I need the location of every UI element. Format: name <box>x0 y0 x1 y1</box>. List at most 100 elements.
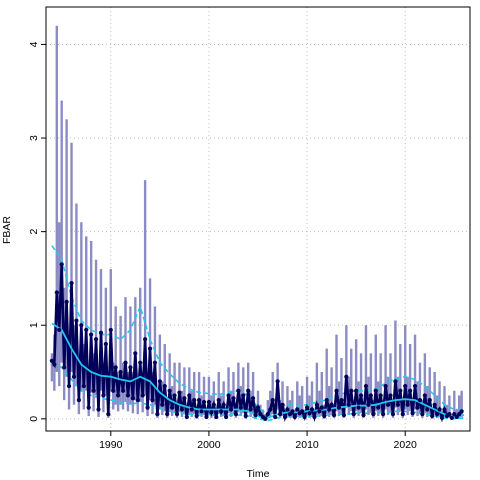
seasonal-point <box>452 412 457 417</box>
smooth-upper-line <box>51 245 465 416</box>
seasonal-point <box>250 396 256 401</box>
seasonal-point <box>59 262 64 267</box>
x-tick-label: 2020 <box>394 439 418 451</box>
seasonal-point <box>317 409 322 414</box>
seasonal-point <box>341 412 346 418</box>
seasonal-point <box>52 362 57 367</box>
seasonal-point <box>69 281 74 286</box>
confidence-band <box>50 25 463 419</box>
seasonal-point <box>224 414 229 420</box>
seasonal-point <box>221 402 226 407</box>
seasonal-point <box>400 412 405 417</box>
seasonal-point <box>349 388 354 393</box>
seasonal-point <box>236 388 241 393</box>
seasonal-point <box>118 369 123 375</box>
seasonal-point <box>300 409 305 414</box>
seasonal-point <box>79 323 84 328</box>
seasonal-point <box>167 388 172 393</box>
x-tick-label: 2000 <box>197 439 221 451</box>
seasonal-point <box>361 412 366 418</box>
seasonal-point <box>255 405 261 410</box>
seasonal-point <box>194 413 199 419</box>
seasonal-point <box>62 365 67 370</box>
seasonal-point <box>128 365 133 370</box>
seasonal-point <box>84 327 89 333</box>
seasonal-point <box>66 383 72 389</box>
seasonal-line <box>50 264 463 423</box>
seasonal-point <box>120 388 126 393</box>
seasonal-point <box>162 383 167 389</box>
seasonal-point <box>246 388 251 393</box>
seasonal-point <box>309 407 315 412</box>
plot-frame <box>45 6 471 432</box>
seasonal-point <box>432 402 437 407</box>
seasonal-point <box>81 383 86 389</box>
seasonal-point <box>346 402 351 407</box>
seasonal-point <box>140 393 145 398</box>
smooth-lower-line <box>51 361 465 422</box>
seasonal-point <box>130 396 135 401</box>
seasonal-point <box>133 351 138 356</box>
seasonal-point <box>290 409 295 414</box>
y-axis-title: FBAR <box>1 216 13 244</box>
seasonal-point <box>135 398 140 403</box>
seasonal-point <box>336 405 342 410</box>
seasonal-point <box>435 412 440 417</box>
seasonal-point <box>376 405 381 410</box>
seasonal-point <box>393 379 398 384</box>
seasonal-points <box>49 262 464 421</box>
seasonal-point <box>226 393 231 398</box>
seasonal-point <box>209 410 214 415</box>
seasonal-point <box>204 414 209 420</box>
seasonal-point <box>358 393 364 398</box>
seasonal-point <box>329 402 334 407</box>
seasonal-point <box>331 412 337 418</box>
y-tick-label: 2 <box>28 229 40 235</box>
seasonal-point <box>437 407 442 412</box>
seasonal-point <box>174 412 180 417</box>
smooth-trend-line <box>51 322 465 419</box>
seasonal-point <box>64 299 69 304</box>
seasonal-point <box>54 290 59 295</box>
seasonal-point <box>89 332 94 337</box>
seasonal-point <box>108 327 113 333</box>
seasonal-point <box>292 414 297 420</box>
seasonal-point <box>98 330 104 335</box>
seasonal-point <box>113 365 118 370</box>
seasonal-point <box>447 412 452 417</box>
seasonal-point <box>327 407 332 412</box>
seasonal-point <box>165 412 170 417</box>
seasonal-point <box>71 374 77 379</box>
seasonal-point <box>295 407 300 412</box>
seasonal-point <box>177 390 182 395</box>
seasonal-point <box>383 383 388 389</box>
axes: 1990 2000 2010 2020 0 1 2 3 4 <box>28 41 417 451</box>
seasonal-point <box>395 402 400 407</box>
seasonal-point <box>390 412 396 417</box>
seasonal-point <box>125 393 131 398</box>
seasonal-point <box>206 399 212 405</box>
seasonal-point <box>420 412 425 417</box>
seasonal-point <box>263 416 268 421</box>
x-tick-label: 2010 <box>295 439 319 451</box>
seasonal-point <box>410 411 415 416</box>
seasonal-point <box>307 411 312 416</box>
seasonal-point <box>408 388 413 393</box>
seasonal-point <box>184 414 189 420</box>
seasonal-point <box>373 388 378 393</box>
seasonal-point <box>363 383 369 389</box>
seasonal-point <box>282 414 288 420</box>
seasonal-point <box>160 402 165 407</box>
seasonal-point <box>138 360 143 365</box>
seasonal-point <box>415 405 420 410</box>
seasonal-point <box>324 398 329 403</box>
seasonal-point <box>280 402 285 407</box>
seasonal-point <box>265 412 270 417</box>
seasonal-point <box>425 407 430 412</box>
y-tick-label: 0 <box>28 416 40 422</box>
seasonal-point <box>285 407 290 412</box>
seasonal-point <box>354 388 359 393</box>
seasonal-point <box>192 398 197 403</box>
seasonal-point <box>277 412 283 417</box>
